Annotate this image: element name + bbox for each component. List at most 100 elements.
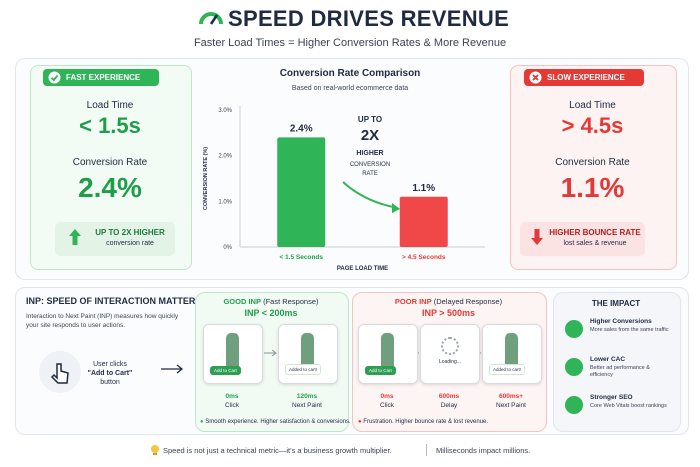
poor-title: POOR INP (Delayed Response) xyxy=(352,297,545,306)
impact-icon xyxy=(565,358,583,376)
button: Add to Cart xyxy=(365,366,396,375)
slow-badge-text: SLOW EXPERIENCE xyxy=(547,73,625,82)
impact-item-title: Stronger SEO xyxy=(590,394,633,401)
good-note: ● Smooth experience. Higher satisfaction… xyxy=(200,419,351,425)
text: User clicks xyxy=(93,361,127,368)
title: SPEED DRIVES REVENUE xyxy=(228,6,510,31)
text: "Add to Cart" xyxy=(87,370,133,377)
spinner xyxy=(441,337,459,355)
step-label: Next Paint xyxy=(496,402,526,409)
step: 0ms Click xyxy=(356,392,418,410)
label: Load Time xyxy=(569,100,616,111)
impact-item-text: More sales from the same traffic xyxy=(590,327,669,333)
x-axis-label: PAGE LOAD TIME xyxy=(337,266,388,272)
divider xyxy=(426,444,427,456)
arrow-head xyxy=(392,203,400,213)
impact-item-text: Better ad performance & efficiency xyxy=(590,365,650,378)
bar-chart: Conversion Rate Comparison Based on real-… xyxy=(203,68,485,272)
y-tick-label: 2.0% xyxy=(218,154,232,160)
toast: Added to cart! xyxy=(285,364,322,375)
note-title: UP TO 2X HIGHER xyxy=(95,228,165,237)
chart-subtitle: Based on real-world ecommerce data xyxy=(292,85,408,92)
x-tick-label: > 4.5 Seconds xyxy=(402,254,446,261)
bottle xyxy=(505,333,518,373)
annotation: RATE xyxy=(362,171,378,177)
bullet: ● xyxy=(358,419,362,425)
step-arrow xyxy=(264,349,277,357)
up-arrow xyxy=(69,229,81,245)
conv-value: 1.1% xyxy=(560,172,625,203)
text: your site responds to user actions. xyxy=(26,322,125,329)
step-arrow xyxy=(418,352,419,354)
good-title: GOOD INP (Fast Response) xyxy=(195,297,347,306)
fast-badge-text: FAST EXPERIENCE xyxy=(66,73,141,82)
y-tick-label: 1.0% xyxy=(218,199,232,205)
step-label: Click xyxy=(379,402,395,409)
step: 120ms Next Paint xyxy=(276,392,338,410)
arrow xyxy=(161,364,184,374)
text: (Fast Response) xyxy=(263,297,319,306)
subtitle: Faster Load Times = Higher Conversion Ra… xyxy=(193,37,507,49)
arrow xyxy=(418,352,419,354)
value-label: 1.1% xyxy=(412,183,435,194)
y-axis-label: CONVERSION RATE (%) xyxy=(203,147,209,210)
step-label: Delay xyxy=(440,402,458,409)
speed-icon xyxy=(199,12,223,25)
x-tick-label: < 1.5 Seconds xyxy=(279,254,323,261)
screen: Added to cart! xyxy=(278,324,338,384)
bulb-icon xyxy=(151,445,159,455)
loading-text: Loading... xyxy=(439,359,461,365)
trend-arrow xyxy=(342,181,399,209)
inp-description: Interaction to Next Paint (INP) measures… xyxy=(26,312,196,330)
arrow xyxy=(480,352,481,354)
bullet: ● xyxy=(200,419,204,425)
step: 600ms+ Next Paint xyxy=(480,392,542,410)
step-label: Next Paint xyxy=(292,402,322,409)
step-time: 600ms xyxy=(438,393,460,400)
label: Conversion Rate xyxy=(72,157,148,168)
impact-icon xyxy=(565,396,583,414)
conv-value: 2.4% xyxy=(78,172,142,203)
footer-tagline: Milliseconds impact millions. xyxy=(436,446,531,455)
y-tick-label: 3.0% xyxy=(218,108,232,114)
impact-icon xyxy=(565,320,583,338)
poor-note: ● Frustration. Higher bounce rate & lost… xyxy=(358,419,488,425)
load-value: > 4.5s xyxy=(561,113,624,138)
note-sub: lost sales & revenue xyxy=(563,240,627,247)
bottle xyxy=(301,333,314,373)
chart-title: Conversion Rate Comparison xyxy=(280,68,421,79)
text: Frustration. Higher bounce rate & lost r… xyxy=(363,419,489,425)
annotation: CONVERSION xyxy=(350,162,390,168)
step-time: 600ms+ xyxy=(498,393,524,400)
impact-item-text: Core Web Vitals boost rankings xyxy=(590,403,667,409)
step: 600ms Delay xyxy=(418,392,480,410)
text: GOOD INP xyxy=(223,297,261,306)
x-icon xyxy=(529,71,542,84)
text: button xyxy=(100,379,120,386)
impact-title: THE IMPACT xyxy=(591,299,641,308)
text: (Delayed Response) xyxy=(433,297,503,306)
y-tick-label: 0% xyxy=(223,245,232,251)
arrow xyxy=(264,349,277,357)
impact-item-title: Lower CAC xyxy=(590,356,626,363)
text: POOR INP xyxy=(394,297,432,306)
bottle xyxy=(226,333,239,373)
step-arrow xyxy=(480,352,481,354)
value-label: 2.4% xyxy=(290,123,313,134)
good-value: INP < 200ms xyxy=(244,308,298,318)
poor-value: INP > 500ms xyxy=(421,308,476,318)
annotation: UP TO xyxy=(358,115,382,124)
slow-badge xyxy=(524,69,644,86)
annotation: HIGHER xyxy=(356,150,383,157)
load-value: < 1.5s xyxy=(79,113,141,138)
step: 0ms Click xyxy=(201,392,263,410)
inp-title: INP: SPEED OF INTERACTION MATTERS xyxy=(26,296,202,306)
bar xyxy=(399,196,448,247)
step-time: 0ms xyxy=(225,393,239,400)
step-time: 0ms xyxy=(380,393,394,400)
impact-item-title: Higher Conversions xyxy=(590,318,652,325)
label: Conversion Rate xyxy=(555,157,630,168)
toast: Added to cart! xyxy=(489,364,526,375)
note-title: HIGHER BOUNCE RATE xyxy=(549,228,641,237)
